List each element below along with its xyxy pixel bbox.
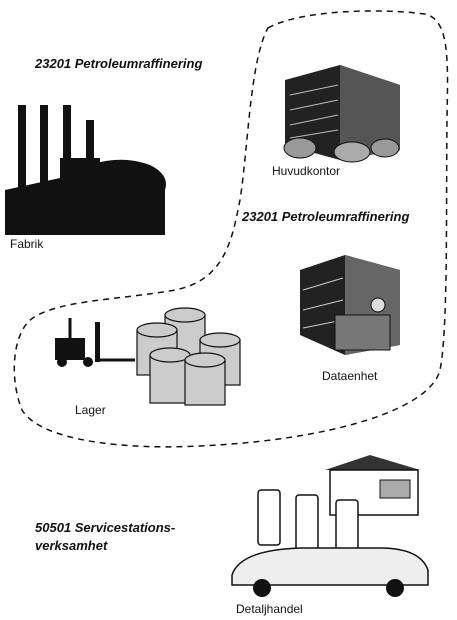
warehouse-icon-part-part — [200, 333, 240, 347]
office-icon-part — [334, 142, 370, 162]
warehouse-icon-part-part — [137, 323, 177, 337]
station-icon-part — [380, 480, 410, 498]
region-label: 50501 Servicestations- — [35, 520, 175, 535]
datacenter-icon-part — [335, 315, 390, 350]
node-label: Detaljhandel — [236, 602, 303, 616]
office-icon — [284, 65, 400, 162]
station-icon-part — [386, 579, 404, 597]
node-label: Dataenhet — [322, 369, 378, 383]
warehouse-icon-part-part — [165, 308, 205, 322]
station-icon-part-part — [258, 490, 280, 545]
datacenter-icon — [300, 255, 400, 355]
node-label: Lager — [75, 403, 106, 417]
station-icon-part — [253, 579, 271, 597]
warehouse-icon-part-part — [150, 348, 190, 362]
datacenter-icon-part — [371, 298, 385, 312]
station-icon-part — [258, 490, 358, 555]
warehouse-icon-part — [55, 338, 85, 360]
office-icon-part — [371, 139, 399, 157]
node-label: Fabrik — [10, 237, 44, 251]
diagram: 23201 Petroleumraffinering 23201 Petrole… — [0, 0, 457, 620]
warehouse-icon-part-part — [185, 353, 225, 367]
office-icon-part — [284, 138, 316, 158]
region-label: 23201 Petroleumraffinering — [34, 56, 202, 71]
factory-icon-part — [60, 158, 100, 180]
station-icon-part-part — [336, 500, 358, 555]
warehouse-icon-part — [83, 357, 93, 367]
warehouse-icon-part — [95, 322, 100, 362]
node-label: Huvudkontor — [272, 164, 340, 178]
warehouse-icon-part — [57, 357, 67, 367]
station-icon-part-part — [296, 495, 318, 550]
region-label: verksamhet — [35, 538, 108, 553]
region-label: 23201 Petroleumraffinering — [241, 209, 409, 224]
